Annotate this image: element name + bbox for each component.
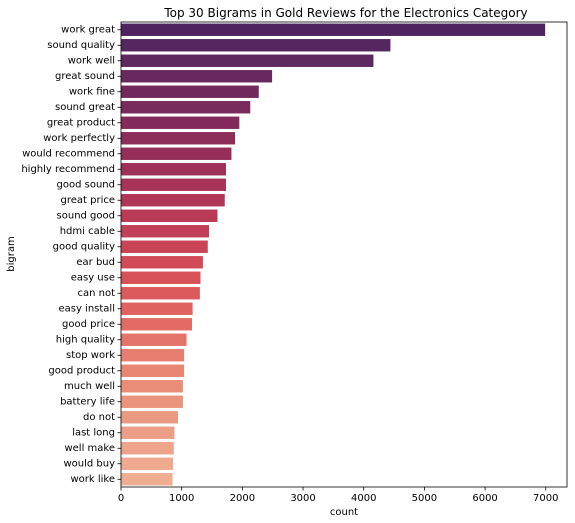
y-tick-label: great price [60,195,115,206]
x-tick-label: 2000 [230,493,255,504]
y-tick-label: would buy [63,458,115,469]
bar [121,457,174,470]
y-tick-label: ear bud [76,257,115,268]
y-tick-label: battery life [60,396,115,407]
y-tick-label: great sound [55,71,115,82]
bar [121,85,259,98]
x-tick-label: 6000 [472,493,497,504]
y-tick-label: easy use [71,272,115,283]
y-tick-label: sound quality [47,40,115,51]
y-tick-label: work like [70,474,115,485]
x-tick-label: 0 [118,493,124,504]
plot-area-frame [120,21,568,488]
bar [121,411,179,424]
bar [121,163,226,176]
bar [121,147,232,160]
bar [121,101,251,114]
x-axis-label: count [330,507,358,518]
y-tick-label: good product [48,365,115,376]
y-axis-label: bigram [6,236,17,271]
y-tick-label: good quality [53,241,115,252]
y-tick-label: stop work [66,350,115,361]
bar [121,380,183,393]
bar [121,209,218,222]
bar [121,178,226,191]
bar [121,256,203,269]
bar [121,395,183,408]
y-tick-label: great product [47,117,115,128]
y-tick-label: sound great [55,102,115,113]
y-tick-label: work well [68,55,115,66]
y-tick-label: hdmi cable [60,226,115,237]
y-tick-label: last long [72,427,115,438]
y-tick-label: good sound [57,179,115,190]
bar [121,473,173,486]
bar [121,240,208,253]
bar [121,364,185,377]
y-tick-label: can not [77,288,115,299]
bar [121,426,175,439]
bar [121,39,391,52]
bar [121,333,187,346]
x-tick-label: 3000 [290,493,315,504]
y-tick-label: high quality [56,334,115,345]
x-axis-ticks: 0 1000 2000 3000 4000 5000 6000 7000 [118,487,558,504]
y-tick-label: do not [83,412,115,423]
bar [121,287,200,300]
bar [121,70,273,83]
y-tick-label: good price [62,319,115,330]
y-tick-label: highly recommend [21,164,115,175]
y-tick-label: well make [64,443,115,454]
bar [121,132,236,145]
bar [121,302,193,315]
bar [121,116,240,129]
x-tick-label: 1000 [169,493,194,504]
y-tick-label: work fine [69,86,115,97]
bar [121,194,225,207]
x-tick-label: 5000 [412,493,437,504]
bar [121,225,209,238]
x-tick-label: 7000 [533,493,558,504]
x-tick-label: 4000 [351,493,376,504]
bars-group [121,23,546,486]
y-tick-label: easy install [58,303,115,314]
y-tick-label: work perfectly [43,133,115,144]
bar [121,23,546,36]
y-tick-label: would recommend [22,148,115,159]
chart-title: Top 30 Bigrams in Gold Reviews for the E… [163,6,527,20]
bar [121,54,374,67]
bar [121,349,185,362]
y-tick-label: work great [61,24,115,35]
y-axis-ticks: work great sound quality work well great so… [21,24,121,485]
bar [121,442,174,455]
bar [121,318,192,331]
y-tick-label: much well [64,381,115,392]
y-tick-label: sound good [57,210,115,221]
bar [121,271,201,284]
